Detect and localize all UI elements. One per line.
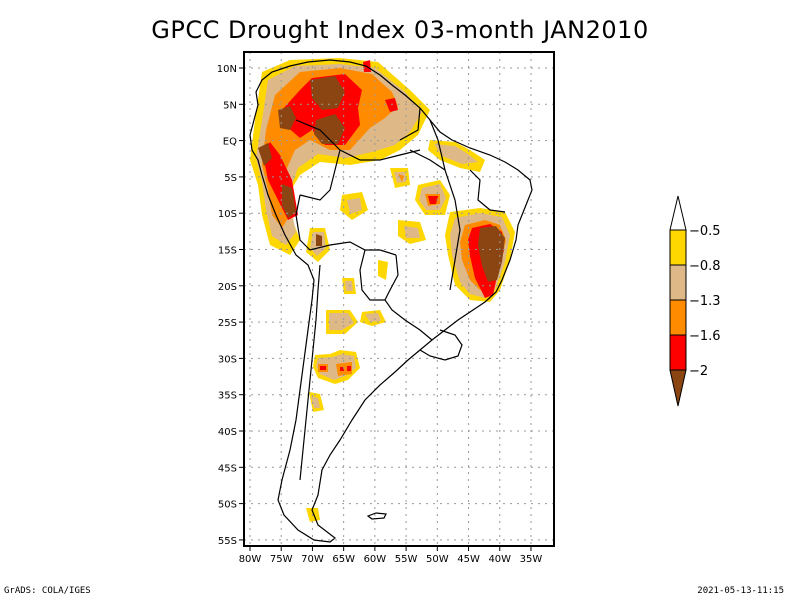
lat-tick-label: 5N	[223, 100, 237, 111]
lon-tick-label: 70W	[301, 554, 324, 565]
colorbar-label: −1.6	[689, 329, 721, 344]
lon-tick-label: 65W	[332, 554, 355, 565]
drought-region-east-brazil	[445, 208, 515, 302]
drought-region-northeast-coast	[428, 140, 485, 172]
falkland-islands	[366, 512, 387, 520]
lat-tick-label: 10S	[218, 209, 237, 220]
lat-tick-label: EQ	[223, 137, 237, 148]
lat-tick-label: 55S	[218, 536, 237, 547]
colorbar-label: −1.3	[689, 294, 721, 309]
lon-tick-label: 60W	[364, 554, 387, 565]
footer-timestamp: 2021-05-13-11:15	[697, 586, 784, 596]
colorbar-triangle-top	[669, 195, 687, 231]
colorbar-bin	[669, 229, 687, 266]
lon-tick-label: 40W	[488, 554, 511, 565]
colorbar-label: −0.8	[689, 259, 721, 274]
lon-tick-label: 80W	[239, 554, 262, 565]
drought-region-central	[340, 168, 450, 244]
colorbar-label: −0.5	[689, 224, 721, 239]
map-frame	[243, 51, 555, 547]
lon-tick-label: 35W	[520, 554, 543, 565]
lat-tick-label: 40S	[218, 427, 237, 438]
lon-tick-label: 50W	[426, 554, 449, 565]
lat-tick-label: 25S	[218, 318, 237, 329]
colorbar-bin	[669, 264, 687, 301]
south-america-coastline	[249, 59, 533, 543]
map-title: GPCC Drought Index 03-month JAN2010	[151, 16, 649, 44]
footer-credit: GrADS: COLA/IGES	[4, 586, 91, 596]
colorbar-bin	[669, 299, 687, 336]
lat-tick-label: 15S	[218, 246, 237, 257]
lat-tick-label: 35S	[218, 391, 237, 402]
lat-tick-label: 50S	[218, 500, 237, 511]
lon-tick-label: 55W	[395, 554, 418, 565]
drought-region-argentina	[306, 310, 386, 522]
colorbar: −0.5 −0.8 −1.3 −1.6 −2	[669, 195, 721, 407]
lon-tick-label: 45W	[457, 554, 480, 565]
lat-tick-label: 10N	[217, 64, 237, 75]
colorbar-label: −2	[689, 364, 708, 379]
colorbar-bin	[669, 334, 687, 371]
longitude-axis: 80W 75W 70W 65W 60W 55W 50W 45W 40W 35W	[239, 546, 543, 565]
coastline	[249, 59, 533, 543]
latitude-axis: 10N 5N EQ 5S 10S 15S 20S 25S 30S 35S 40S 45S 50S 55S	[217, 64, 244, 547]
country-borders	[295, 107, 506, 481]
lat-tick-label: 30S	[218, 354, 237, 365]
drought-region-andes	[306, 228, 388, 294]
lat-tick-label: 5S	[224, 173, 237, 184]
colorbar-triangle-bottom	[669, 369, 687, 407]
map-gridlines	[244, 52, 554, 546]
lon-tick-label: 75W	[270, 554, 293, 565]
lat-tick-label: 20S	[218, 282, 237, 293]
lat-tick-label: 45S	[218, 463, 237, 474]
